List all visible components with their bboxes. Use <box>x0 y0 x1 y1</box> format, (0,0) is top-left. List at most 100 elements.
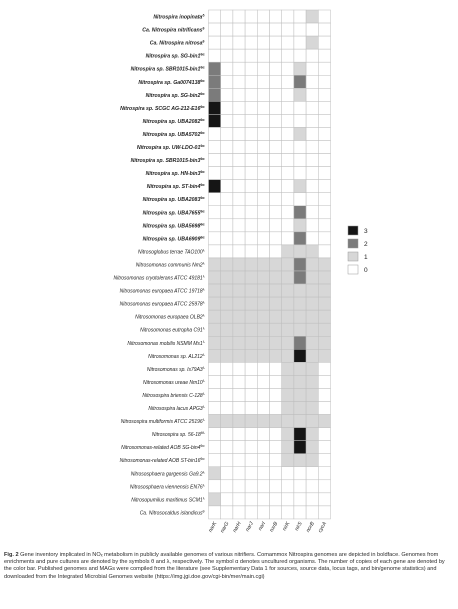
heatmap-cell <box>293 257 307 272</box>
heatmap-cell <box>293 75 307 89</box>
heatmap-cell <box>293 244 307 259</box>
heatmap-cell <box>244 127 258 141</box>
heatmap-cell <box>293 479 307 494</box>
heatmap-cell <box>257 309 270 324</box>
heatmap-cell <box>281 257 295 272</box>
row-label: Nitrospira sp. HN-bin3θα <box>146 170 206 177</box>
heatmap-cell <box>318 414 331 428</box>
heatmap-cell <box>318 153 331 167</box>
row-label: Nitrospira sp. Ga0074138θα <box>138 79 205 86</box>
row-label: Nitrospira sp. SBR1015-bin3θα <box>131 157 206 164</box>
heatmap-cell <box>208 270 221 285</box>
heatmap-cell <box>281 414 295 428</box>
heatmap-cell <box>208 427 221 441</box>
heatmap-cell <box>305 479 319 494</box>
heatmap-cell <box>305 88 319 102</box>
heatmap-cell <box>318 218 331 233</box>
heatmap-cell <box>293 179 307 193</box>
heatmap-cell <box>269 179 282 193</box>
heatmap-cell <box>293 362 307 376</box>
heatmap-cell <box>318 322 331 337</box>
heatmap-cell <box>244 309 258 324</box>
heatmap-cell <box>269 401 282 415</box>
heatmap-cell <box>269 192 282 206</box>
heatmap-cell <box>305 270 319 285</box>
heatmap-cell <box>305 218 319 233</box>
heatmap-cell <box>232 257 246 272</box>
heatmap-cell <box>244 427 258 441</box>
heatmap-cell <box>318 375 331 389</box>
column-label: narG <box>220 521 231 534</box>
heatmap-cell <box>269 283 282 298</box>
heatmap-cell <box>232 205 246 220</box>
heatmap-cell <box>220 336 234 350</box>
heatmap-cell <box>305 466 319 481</box>
row-label: Nitrospira sp. UBA2082θα <box>143 118 206 125</box>
heatmap-cell <box>257 466 270 481</box>
row-label: Nitrosospira sp. 56-18θλ <box>152 431 205 438</box>
heatmap-cell <box>208 9 221 24</box>
heatmap-cell <box>232 218 246 233</box>
heatmap-cell <box>220 388 234 402</box>
heatmap-cell <box>220 35 234 50</box>
heatmap-cell <box>257 375 270 389</box>
heatmap-cell <box>318 127 331 141</box>
heatmap-cell <box>305 205 319 220</box>
heatmap-cell <box>257 336 270 350</box>
heatmap-cell <box>318 427 331 441</box>
heatmap-cell <box>281 479 295 494</box>
heatmap-cell <box>281 153 295 167</box>
heatmap-cell <box>244 88 258 102</box>
heatmap-cell <box>244 114 258 128</box>
heatmap-cell <box>220 466 234 481</box>
heatmap-cell <box>293 88 307 102</box>
heatmap-cell <box>220 401 234 415</box>
heatmap-cell <box>305 401 319 415</box>
heatmap-cell <box>281 466 295 481</box>
heatmap-cell <box>293 114 307 128</box>
heatmap-cell <box>208 166 221 180</box>
heatmap-cell <box>257 179 270 193</box>
row-label: Nitrospira sp. UBA7655θα <box>143 209 206 216</box>
heatmap-cell <box>281 244 295 259</box>
heatmap-cell <box>293 35 307 50</box>
heatmap-cell <box>281 388 295 402</box>
heatmap-cell <box>293 166 307 180</box>
heatmap-cell <box>257 244 270 259</box>
heatmap-cell <box>232 414 246 428</box>
heatmap-cell <box>244 101 258 115</box>
heatmap-cell <box>220 61 234 76</box>
row-labels: Nitrospira inopinataδ Ca. Nitrospira nitr… <box>113 14 205 517</box>
heatmap-cell <box>257 362 270 376</box>
heatmap-cell <box>318 9 331 24</box>
heatmap-cell <box>318 270 331 285</box>
column-label: nxrB <box>269 520 280 533</box>
heatmap-cell <box>220 88 234 102</box>
heatmap-cell <box>232 270 246 285</box>
heatmap-cell <box>305 114 319 128</box>
heatmap-cell <box>293 283 307 298</box>
heatmap-cell <box>220 257 234 272</box>
heatmap-cell <box>244 453 258 468</box>
heatmap-cell <box>318 453 331 468</box>
row-label: Nitrosomonas eutropha C91λ <box>140 327 205 334</box>
heatmap-cell <box>208 479 221 494</box>
heatmap-cell <box>208 218 221 233</box>
heatmap-cell <box>318 101 331 115</box>
heatmap-cell <box>305 244 319 259</box>
heatmap-cell <box>281 401 295 415</box>
heatmap-cell <box>318 296 331 311</box>
heatmap-cell <box>220 440 234 454</box>
heatmap-cell <box>208 414 221 428</box>
heatmap-cell <box>281 296 295 311</box>
heatmap-cell <box>293 492 307 507</box>
row-label: Nitrospira sp. ST-bin4θα <box>147 183 206 190</box>
heatmap-cell <box>244 401 258 415</box>
heatmap-cell <box>232 114 246 128</box>
heatmap-cell <box>244 153 258 167</box>
heatmap-cell <box>232 22 246 37</box>
heatmap-cell <box>293 48 307 63</box>
heatmap-cell <box>269 479 282 494</box>
heatmap-cell <box>208 88 221 102</box>
row-label: Nitrosomonas-related AOB SG-bin4θα <box>121 444 204 451</box>
